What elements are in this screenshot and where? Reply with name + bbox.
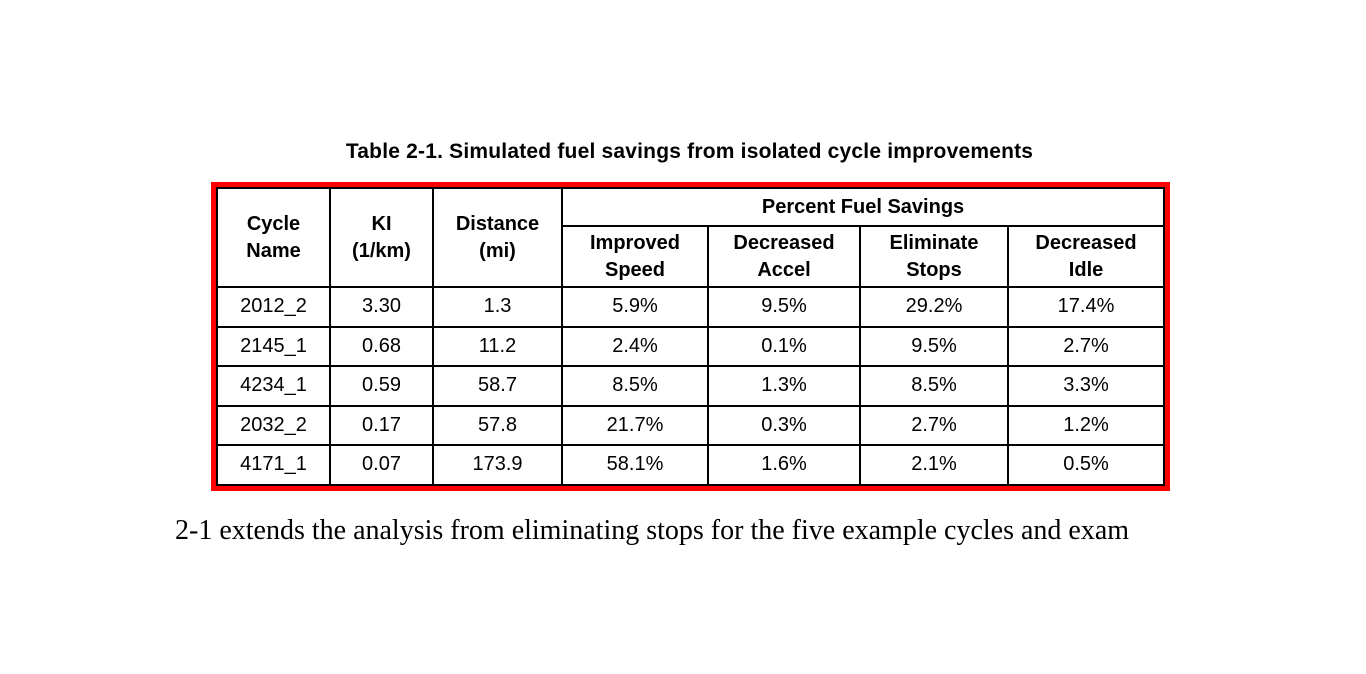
table-cell: 1.3%	[707, 365, 861, 407]
table-cell: 2.1%	[859, 444, 1009, 486]
table-cell: 0.07	[329, 444, 434, 486]
table-cell: 58.1%	[561, 444, 709, 486]
table-cell: 3.30	[329, 286, 434, 328]
header-decreased-idle: Decreased Idle	[1006, 225, 1166, 288]
table-cell: 8.5%	[561, 365, 709, 407]
table-cell: 3.3%	[1006, 365, 1166, 407]
fuel-savings-table: Cycle Name KI (1/km) Distance (mi) Perce…	[216, 187, 1166, 486]
header-ki: KI (1/km)	[329, 187, 434, 288]
header-row-sub: Improved Speed Decreased Accel Eliminate…	[217, 225, 1166, 288]
table-cell: 0.3%	[707, 404, 861, 446]
table-cell: 5.9%	[561, 286, 709, 328]
header-cycle-name: Cycle Name	[216, 187, 331, 288]
body-text-line: 2-1 extends the analysis from eliminatin…	[175, 515, 1130, 546]
header-row-group: Cycle Name KI (1/km) Distance (mi) Perce…	[216, 187, 1166, 288]
table-cell: 2.7%	[1006, 325, 1166, 367]
table-red-frame: Cycle Name KI (1/km) Distance (mi) Perce…	[211, 182, 1171, 491]
table-cell: 0.5%	[1006, 444, 1166, 486]
header-improved-speed: Improved Speed	[561, 225, 709, 288]
table-cell: 9.5%	[859, 325, 1009, 367]
table-cell: 29.2%	[859, 286, 1009, 328]
table-cell: 0.17	[329, 404, 434, 446]
header-decreased-accel: Decreased Accel	[707, 225, 861, 288]
table-cell: 11.2	[432, 325, 563, 367]
table-cell: 2.7%	[859, 404, 1009, 446]
table-cell: 2.4%	[561, 325, 709, 367]
table-cell: 0.1%	[707, 325, 861, 367]
table-cell: 4171_1	[216, 444, 331, 486]
table-cell: 1.3	[432, 286, 563, 328]
table-cell: 57.8	[432, 404, 563, 446]
table-cell: 17.4%	[1006, 286, 1166, 328]
table-cell: 2012_2	[216, 286, 331, 328]
table-cell: 21.7%	[561, 404, 709, 446]
table-cell: 2032_2	[216, 404, 331, 446]
table-cell: 0.68	[329, 325, 434, 367]
table-cell: 173.9	[432, 444, 563, 486]
table-cell: 58.7	[432, 365, 563, 407]
table-cell: 1.6%	[707, 444, 861, 486]
table-cell: 9.5%	[707, 286, 861, 328]
table-row: 2032_2 0.17 57.8 21.7% 0.3% 2.7% 1.2%	[216, 404, 1166, 446]
table-caption: Table 2-1. Simulated fuel savings from i…	[345, 140, 1034, 163]
table-cell: 0.59	[329, 365, 434, 407]
table-cell: 2145_1	[216, 325, 331, 367]
table-row: 4234_1 0.59 58.7 8.5% 1.3% 8.5% 3.3%	[216, 365, 1166, 407]
table-cell: 8.5%	[859, 365, 1009, 407]
header-distance: Distance (mi)	[432, 187, 563, 288]
header-group-percent-fuel-savings: Percent Fuel Savings	[560, 187, 1166, 227]
table-cell: 1.2%	[1006, 404, 1166, 446]
table-row: 2012_2 3.30 1.3 5.9% 9.5% 29.2% 17.4%	[216, 286, 1166, 328]
header-eliminate-stops: Eliminate Stops	[859, 225, 1009, 288]
table-row: 4171_1 0.07 173.9 58.1% 1.6% 2.1% 0.5%	[216, 444, 1166, 486]
table-row: 2145_1 0.68 11.2 2.4% 0.1% 9.5% 2.7%	[216, 325, 1166, 367]
table-cell: 4234_1	[216, 365, 331, 407]
